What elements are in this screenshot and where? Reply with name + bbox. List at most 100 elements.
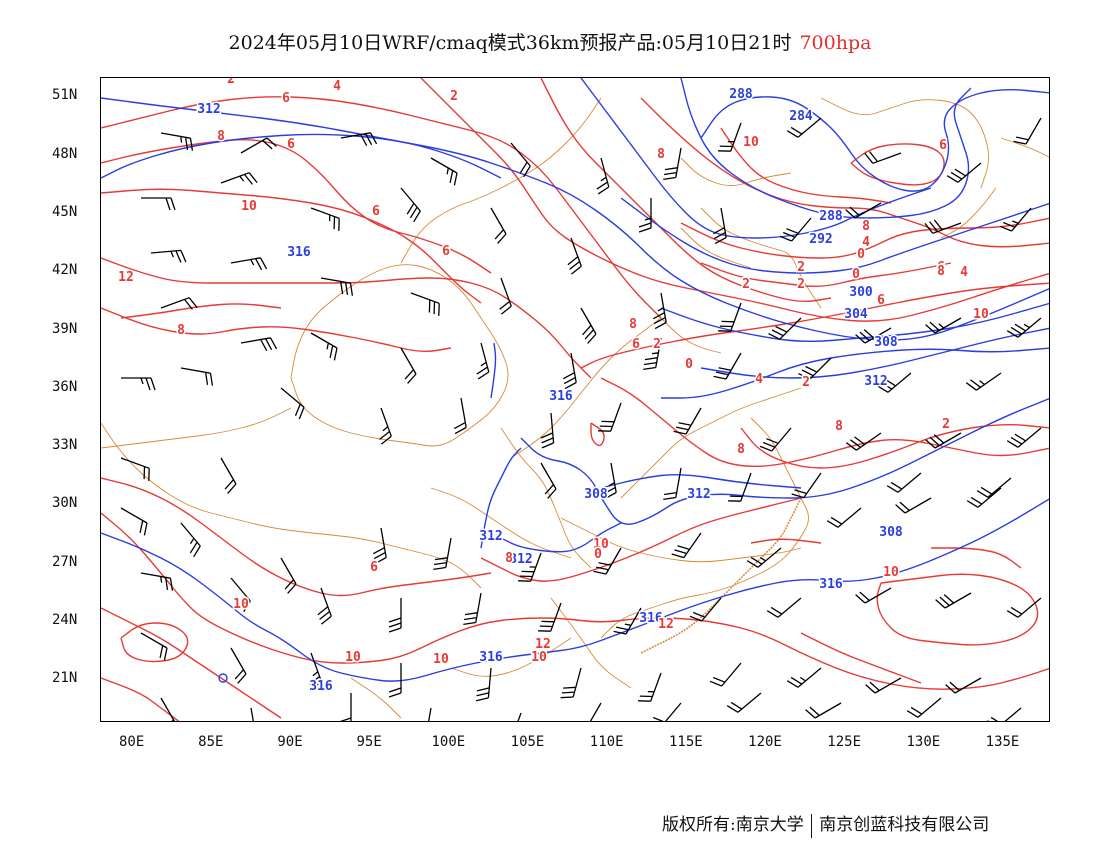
wind-barb [718,122,742,152]
wind-barb [593,547,622,575]
wind-barb [895,497,932,514]
temperature-contour-line [750,538,822,544]
wind-barb [663,467,682,501]
temperature-contour-label: 10 [973,307,989,322]
wind-barb [643,337,662,371]
wind-barb [746,547,782,568]
wind-barb [160,132,194,151]
height-contour-label: 300 [849,285,873,300]
wind-barb [379,407,392,445]
wind-barb [538,602,562,632]
temperature-contour-line [101,188,482,304]
temperature-contour-line [101,257,592,379]
temperature-contour-label: 8 [862,219,870,234]
lat-tick-label: 42N [52,262,78,279]
wind-barb [540,462,557,499]
wind-barb [310,207,340,231]
temperature-contour-line [740,423,1049,469]
temperature-contour-line [101,138,492,274]
lat-tick-label: 21N [52,670,78,687]
temperature-contour-label: 0 [857,247,865,262]
lat-tick-label: 30N [52,495,78,512]
wind-barb [671,532,702,559]
wind-barb [596,157,610,195]
boundary-line [820,97,989,189]
lon-tick-label: 110E [589,734,624,750]
lat-tick-label: 27N [52,553,78,570]
temperature-contour-label: 2 [653,337,661,352]
wind-barb [613,607,642,635]
wind-barb [673,407,702,435]
wind-barb [826,507,862,528]
wind-barb [250,707,254,721]
wind-barb [759,427,792,452]
temperature-contour-label: 10 [531,650,547,665]
lat-tick-label: 51N [52,87,78,104]
wind-barb [906,697,942,718]
temperature-contour-line [120,303,282,319]
height-contour-line [660,302,1049,343]
boundary-line [1000,137,1049,158]
title-main: 2024年05月10日WRF/cmaq模式36km预报产品:05月10日21时 [228,32,792,54]
wind-barb [240,337,278,352]
temperature-contour-line [680,217,1049,259]
wind-barb [709,662,742,687]
wind-barb [540,412,555,449]
temperature-contour-label: 0 [594,547,602,562]
height-contour-label: 308 [874,335,898,350]
wind-barb [463,592,482,626]
wind-barb [433,537,452,571]
wind-barb [476,342,490,380]
boundary-line [350,677,402,719]
height-contour-line [660,347,1049,399]
boundary-line [560,517,802,563]
temperature-contour-label: 6 [372,204,380,219]
wind-barb [230,647,247,684]
temperature-contour-label: 10 [593,537,609,552]
wind-barb [340,132,378,147]
boundary-line [101,422,482,589]
wind-barb [1013,117,1042,145]
lat-tick-label: 45N [52,203,78,220]
height-contour-layer [101,78,1049,683]
height-contour-label: 308 [584,487,608,502]
height-contour-label: 292 [809,232,832,247]
height-contour-line [580,78,932,239]
wind-barb [805,702,842,719]
temperature-contour-label: 8 [177,323,185,338]
wind-barb [589,702,602,721]
wind-barb [864,151,902,164]
wind-barb [310,332,338,361]
wind-barb [517,712,522,721]
temperature-contour-line [101,96,662,319]
temperature-contour-label: 2 [797,277,805,292]
boundary-line [680,227,752,269]
temperature-contour-label: 10 [345,650,361,665]
lon-tick-label: 95E [356,734,382,750]
wind-barb [779,217,812,242]
temperature-contour-label: 6 [287,137,295,152]
wind-barb [230,577,251,613]
temperature-contour-label: 6 [442,244,450,259]
boundary-line [400,97,602,264]
wind-barb [317,587,332,625]
wind-barb [475,667,492,702]
temperature-contour-line [850,143,945,186]
temperature-contour-line [120,622,189,663]
height-contour-label: 312 [509,552,532,567]
height-contour-line [480,447,522,549]
temperature-contour-label: 12 [658,617,674,632]
temperature-contour-line [580,282,1049,369]
wind-barb [309,652,322,690]
height-contour-label: 312 [687,487,710,502]
company-text: 南京创蓝科技有限公司 [819,815,990,835]
wind-barb [845,202,882,219]
wind-barb [372,527,387,565]
wind-barb [786,667,822,688]
temperature-contour-line [101,607,282,719]
wind-barb [766,597,802,618]
wind-barb [598,402,622,432]
lon-tick-label: 135E [985,734,1020,750]
wind-barb [935,592,972,609]
lon-tick-label: 120E [748,734,782,750]
